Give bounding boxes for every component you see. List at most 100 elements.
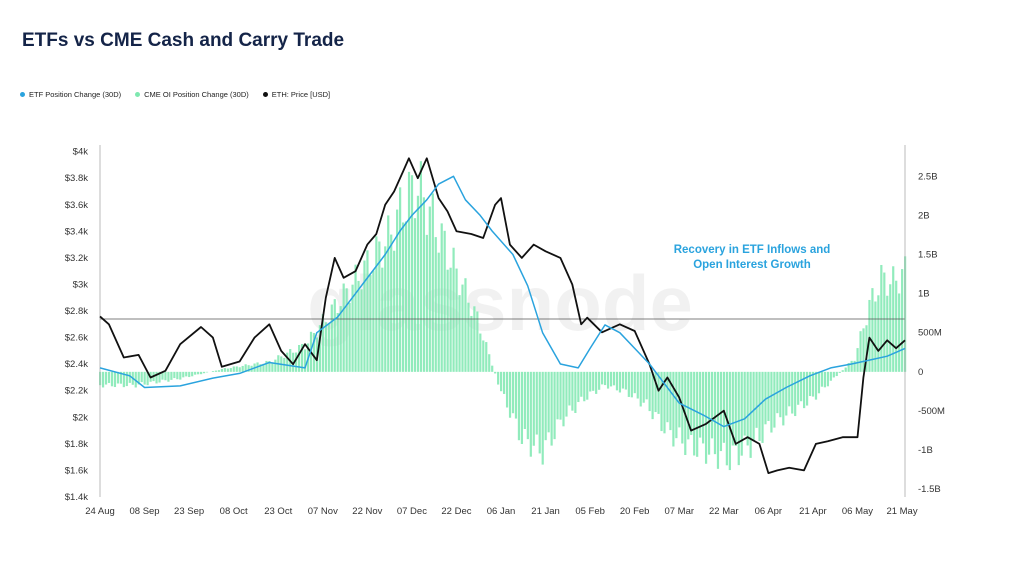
cme-bar <box>458 295 461 372</box>
cme-bar <box>841 370 844 372</box>
cme-bar <box>271 362 274 372</box>
cme-bar <box>598 371 601 390</box>
cme-bar <box>826 371 829 387</box>
x-tick-label: 05 Feb <box>575 506 605 517</box>
cme-bar <box>740 371 743 456</box>
cme-bar <box>348 302 351 372</box>
cme-bar <box>547 371 550 433</box>
cme-bar <box>574 371 577 413</box>
legend-label-eth: ETH: Price [USD] <box>271 90 331 99</box>
chart-title: ETFs vs CME Cash and Carry Trade <box>22 30 345 51</box>
cme-bar <box>205 371 209 373</box>
cme-bar <box>366 250 369 372</box>
cme-bar <box>330 304 333 372</box>
cme-bar <box>803 371 806 409</box>
y-right-tick-label: -1.5B <box>918 484 941 495</box>
cme-bar <box>797 371 800 405</box>
cme-bar <box>146 371 149 386</box>
cme-bar <box>704 371 708 464</box>
cme-bar <box>615 371 619 391</box>
legend-item-eth[interactable]: ETH: Price [USD] <box>262 90 331 99</box>
cme-bar <box>731 371 734 446</box>
x-tick-label: 22 Nov <box>352 506 382 517</box>
cme-bar <box>488 354 491 372</box>
cme-bar <box>577 371 580 403</box>
x-tick-label: 21 Jan <box>531 506 560 517</box>
x-tick-label: 21 Apr <box>799 506 826 517</box>
cme-bar <box>871 288 874 372</box>
cme-bar <box>544 371 547 441</box>
cme-bar <box>749 371 752 458</box>
cme-bar <box>526 371 529 440</box>
cme-bar <box>627 371 630 397</box>
cme-bar <box>494 371 497 374</box>
x-tick-label: 22 Mar <box>709 506 739 517</box>
y-right-tick-label: 1.5B <box>918 250 938 261</box>
cme-bar <box>823 371 826 388</box>
cme-bar <box>467 302 470 372</box>
cme-bar <box>645 371 648 400</box>
cme-bar <box>696 371 699 457</box>
cme-bar <box>327 323 330 372</box>
cme-bar <box>452 247 455 372</box>
cme-bar <box>832 371 835 378</box>
legend-label-etf: ETF Position Change (30D) <box>29 90 122 99</box>
cme-bar <box>214 370 218 372</box>
legend-item-cme[interactable]: CME OI Position Change (30D) <box>135 90 249 99</box>
cme-bar <box>455 268 458 372</box>
legend-item-etf[interactable]: ETF Position Change (30D) <box>20 90 121 99</box>
cme-bar <box>657 371 660 414</box>
y-left-tick-label: $2.4k <box>65 359 88 370</box>
cme-bar <box>800 371 803 402</box>
legend-dot-eth <box>262 92 268 97</box>
cme-bar <box>764 371 767 425</box>
cme-bar <box>300 343 304 372</box>
cme-bar <box>202 371 206 374</box>
cme-bar <box>514 371 518 419</box>
cme-bar <box>788 371 791 407</box>
cme-bar <box>791 371 794 414</box>
axis-ticks: $1.4k $1.6k $1.8k $2k $2.2k $2.4k $2.6k $2.8k $3… <box>65 147 945 517</box>
cme-bar <box>298 344 301 372</box>
cme-bar <box>520 371 524 444</box>
cme-bar <box>170 371 173 380</box>
y-left-tick-label: $1.8k <box>65 439 88 450</box>
cme-bar <box>360 289 363 372</box>
cme-bar <box>767 371 770 421</box>
cme-bar <box>369 275 372 372</box>
y-right-tick-label: 500M <box>918 328 942 339</box>
cme-bar <box>618 371 622 393</box>
cme-bar <box>122 371 125 388</box>
cme-bar <box>161 371 164 380</box>
cme-bar <box>324 322 327 372</box>
cme-bar <box>482 340 485 372</box>
cme-bar <box>211 371 215 372</box>
cme-bar <box>517 371 521 441</box>
cme-bar <box>779 371 782 418</box>
cme-bar <box>728 371 731 471</box>
cme-bar <box>262 363 265 372</box>
cme-bar <box>113 371 117 388</box>
y-left-tick-label: $4k <box>73 147 89 158</box>
cme-bar <box>422 197 425 372</box>
cme-bar <box>416 195 420 372</box>
cme-bar <box>378 241 381 372</box>
cme-bar <box>624 371 627 390</box>
cme-bar <box>119 371 122 384</box>
cme-bar <box>862 328 865 372</box>
cme-bar <box>707 371 711 455</box>
cme-bar <box>606 371 610 389</box>
cme-bar <box>440 223 443 372</box>
cme-bar <box>247 365 250 372</box>
cme-bar <box>529 371 532 457</box>
cme-bar <box>571 371 574 411</box>
cme-bar <box>874 301 877 372</box>
cme-bar <box>265 360 268 372</box>
y-left-tick-label: $3.6k <box>65 200 88 211</box>
cme-bar <box>898 293 901 372</box>
cme-bar <box>820 371 824 387</box>
cme-bar <box>336 312 339 372</box>
y-left-tick-label: $3.8k <box>65 173 88 184</box>
cme-bar <box>464 278 467 372</box>
cme-bar <box>511 371 515 414</box>
